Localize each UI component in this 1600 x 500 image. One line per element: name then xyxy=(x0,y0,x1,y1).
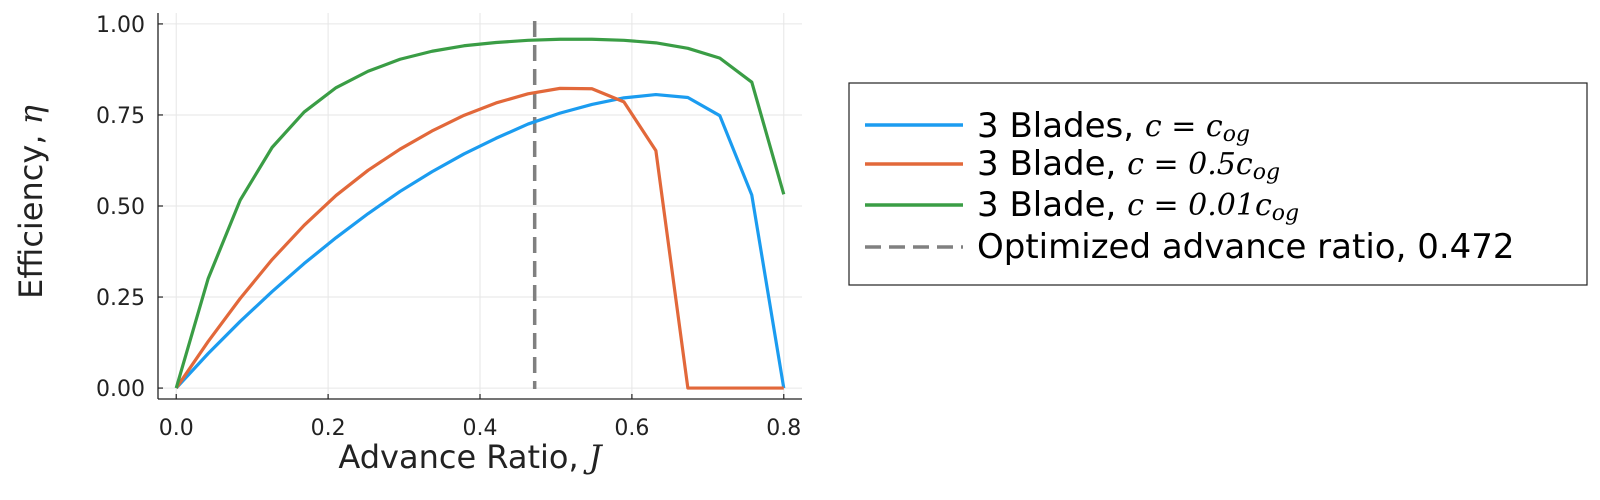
x-tick-label: 0.2 xyxy=(311,416,346,441)
legend-entry-series-2: 3 Blade, c = 0.5cog xyxy=(977,144,1280,185)
y-tick-label: 0.25 xyxy=(96,286,145,311)
y-tick-label: 0.00 xyxy=(96,377,145,402)
tick-labels: 0.0 0.2 0.4 0.6 0.8 0.00 0.25 0.50 0.75 1.00 xyxy=(96,13,801,441)
series-lines xyxy=(174,37,786,390)
legend-entry-series-1: 3 Blades, c = cog xyxy=(977,106,1250,147)
y-axis-label: Efficiency, η xyxy=(12,105,50,299)
x-tick-label: 0.0 xyxy=(159,416,194,441)
legend-entry-series-3: 3 Blade, c = 0.01cog xyxy=(977,185,1299,226)
legend: 3 Blades, c = cog 3 Blade, c = 0.5cog 3 … xyxy=(848,82,1588,286)
plot-axes xyxy=(157,13,802,400)
x-tick-label: 0.4 xyxy=(463,416,498,441)
series-line-3 xyxy=(174,37,786,389)
x-axis-label: Advance Ratio, J xyxy=(338,438,603,476)
grid-lines xyxy=(158,13,802,399)
x-tick-label: 0.8 xyxy=(766,416,801,441)
y-tick-label: 0.75 xyxy=(96,104,145,129)
series-line-1 xyxy=(175,92,786,390)
series-line-2 xyxy=(174,86,784,390)
x-tick-label: 0.6 xyxy=(614,416,649,441)
y-tick-label: 1.00 xyxy=(96,13,145,38)
legend-box xyxy=(848,82,1588,286)
legend-entry-reference: Optimized advance ratio, 0.472 xyxy=(977,227,1515,267)
y-tick-label: 0.50 xyxy=(96,195,145,220)
